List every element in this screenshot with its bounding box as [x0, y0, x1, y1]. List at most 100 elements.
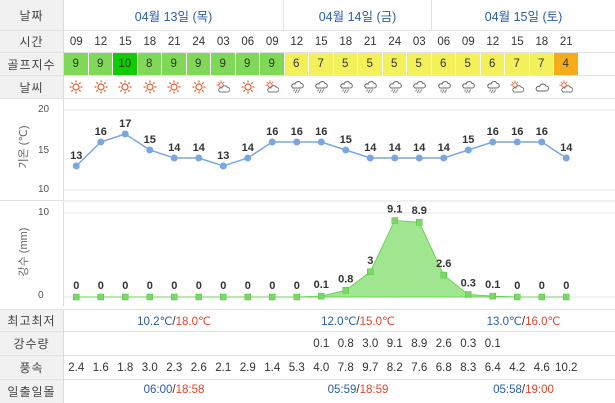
sun-icon	[138, 76, 163, 98]
temp-point	[121, 130, 129, 138]
rain-cell: 8.9	[411, 337, 428, 350]
temp-data-label: 16	[487, 126, 499, 138]
sun-sep-day2: /	[356, 384, 360, 396]
wind-cell: 2.6	[190, 361, 207, 374]
rain-point	[514, 293, 521, 301]
rain-data-label: 0	[245, 280, 251, 292]
temp-data-label: 13	[217, 150, 229, 162]
rain-data-label: 0.8	[338, 273, 353, 285]
rain-point	[367, 268, 374, 276]
sun-label: 일출일몰	[0, 380, 64, 403]
temp-axis-area: 기온 (℃) 20 15 10	[0, 99, 64, 201]
rain-cell	[530, 332, 555, 355]
rain-cloud-icon	[407, 76, 432, 98]
temp-data-label: 14	[438, 142, 451, 154]
sun-day3: 05:58/19:00	[432, 384, 615, 396]
temp-point	[366, 154, 374, 162]
time-cell: 03	[216, 35, 230, 48]
charts-svg: 13 16 17 15 14 14 13 14 16 16 16 15 14 14 14 14 15 16 16 16…	[64, 109, 615, 301]
rain-cell: 0.1	[313, 337, 330, 350]
rain-point	[195, 293, 202, 301]
golf-index-cell: 10	[113, 53, 138, 75]
temp-point	[342, 146, 350, 154]
rain-point	[489, 292, 496, 300]
rain-point	[146, 293, 153, 301]
rain-data-label: 0	[98, 280, 104, 292]
rain-point	[391, 217, 398, 224]
date-day3: 04월 15일 (토)	[484, 9, 563, 24]
time-cell: 09	[265, 35, 279, 48]
sunrise-day2: 05:59	[327, 384, 357, 396]
rain-point	[97, 293, 104, 301]
rain-cell	[236, 332, 261, 355]
temp-data-label: 15	[340, 134, 352, 146]
max-temp-day3: 16.0℃	[525, 316, 561, 328]
rain-cell: 0.8	[337, 337, 354, 350]
wind-cell: 8.2	[386, 361, 403, 374]
time-cell: 18	[339, 35, 353, 48]
rain-cloud-icon	[334, 76, 359, 98]
wind-cell: 8.3	[460, 361, 477, 374]
rain-data-label: 9.1	[387, 204, 402, 216]
wind-cell: 4.2	[509, 361, 526, 374]
temp-point	[244, 154, 252, 162]
wind-cell: 1.4	[264, 361, 281, 374]
partly-cloudy-icon	[211, 76, 236, 98]
rain-cell: 0.3	[460, 337, 477, 350]
rain-point	[563, 293, 570, 301]
wind-cell: 10.2	[555, 361, 578, 374]
minmax-sep-day2: /	[356, 316, 360, 328]
temp-line-chart: 13 16 17 15 14 14 13 14 16 16 16 15 14 14 14 14 15 16 16 16…	[70, 118, 573, 170]
date-cells: 04월 13일 (목) 04월 14일 (금) 04월 15일 (토)	[64, 0, 615, 30]
time-cell: 24	[192, 35, 206, 48]
wind-cell: 9.7	[362, 361, 379, 374]
rain-cell	[187, 332, 212, 355]
golf-index-cell: 9	[162, 53, 187, 75]
rain-data-label: 0	[220, 280, 226, 292]
golf-index-cell: 6	[431, 53, 456, 75]
rain-point	[73, 293, 80, 301]
sunset-day2: 18:59	[359, 384, 389, 396]
time-label: 시간	[0, 31, 64, 52]
time-cell: 15	[510, 35, 524, 48]
golf-index-cell: 7	[505, 53, 530, 75]
rain-point	[171, 293, 178, 301]
temp-point	[72, 162, 80, 170]
rain-cell: 0.1	[484, 337, 501, 350]
sunset-day3: 19:00	[525, 384, 554, 396]
minmax-cells: 10.2℃/18.0℃ 12.0℃/15.0℃ 13.0℃/16.0℃	[64, 310, 615, 331]
rain-cloud-icon	[383, 76, 408, 98]
time-cell: 06	[437, 35, 451, 48]
rain-cell	[211, 332, 236, 355]
temp-data-label: 16	[266, 126, 278, 138]
rain-tick-0: 0	[38, 290, 44, 301]
rain-cloud-icon	[309, 76, 334, 98]
rain-data-label: 0.1	[314, 279, 329, 291]
min-temp-day1: 10.2℃	[137, 316, 173, 328]
temp-data-label: 16	[536, 126, 548, 138]
temp-data-label: 17	[119, 118, 131, 130]
rain-cell	[113, 332, 138, 355]
temp-point	[440, 154, 448, 162]
temp-point	[195, 154, 203, 162]
rain-cloud-icon	[481, 76, 506, 98]
rain-data-label: 0.3	[461, 277, 476, 289]
wind-row: 풍속 2.4 1.6 1.8 3.0 2.3 2.6 2.1 2.9 1.4 5.3 4.0 7.8 9…	[0, 356, 615, 380]
temp-tick-20: 20	[38, 104, 50, 115]
time-cell: 09	[461, 35, 475, 48]
temp-data-label: 16	[95, 126, 107, 138]
golf-index-row: 골프지수 9 9 10 8 9 9 9 9 9 6 7 5 5 5 5 6 5 6 7 7 4	[0, 53, 615, 76]
rain-point	[465, 291, 472, 298]
temp-point	[415, 154, 423, 162]
time-cell: 21	[167, 35, 181, 48]
minmax-day3: 13.0℃/16.0℃	[432, 314, 615, 328]
temp-data-label: 16	[291, 126, 303, 138]
rain-cell: 9.1	[386, 337, 403, 350]
rain-data-label: 0	[196, 280, 202, 292]
sun-day1: 06:00/18:58	[64, 384, 284, 396]
temp-point	[513, 138, 521, 146]
sun-day2: 05:59/18:59	[284, 384, 432, 396]
time-cell: 15	[314, 35, 328, 48]
wind-cell: 2.9	[239, 361, 256, 374]
rain-area-chart: 0 0 0 0 0 0 0 0 0 0 0.1 0.8 3 9.1 8.9 2.6 0.3 0.1 0 0 0	[73, 204, 570, 301]
